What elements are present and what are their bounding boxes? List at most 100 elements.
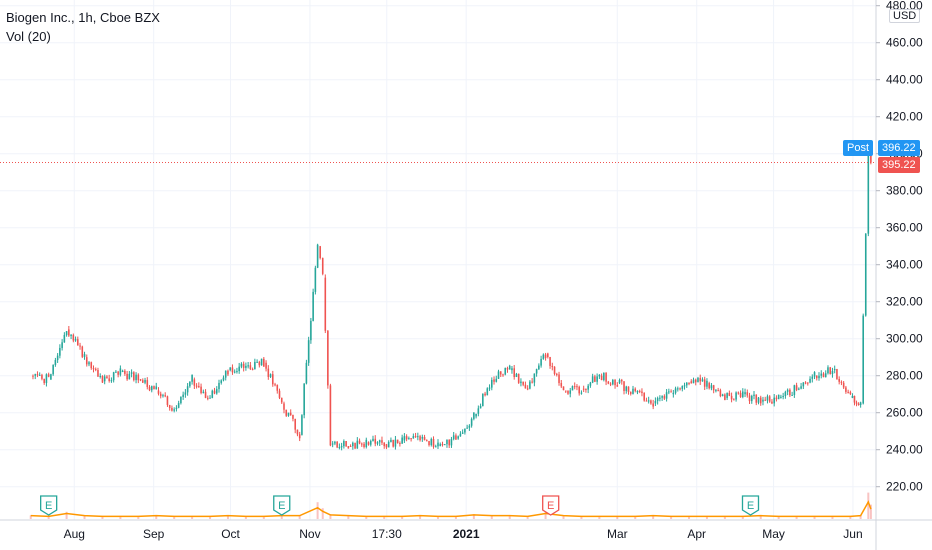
candle-body xyxy=(383,442,386,447)
candle-body xyxy=(784,391,787,397)
candle-body xyxy=(488,387,491,389)
candle-body xyxy=(755,394,758,403)
candle-body xyxy=(405,436,408,440)
candle-body xyxy=(849,392,852,394)
x-tick-label: 2021 xyxy=(453,527,480,541)
x-tick-label: Apr xyxy=(687,527,706,541)
candle-body xyxy=(260,358,263,366)
candle-body xyxy=(813,372,816,377)
candle-body xyxy=(475,413,477,417)
volume-bar xyxy=(226,515,229,519)
candle-body xyxy=(820,373,823,376)
candle-body xyxy=(685,382,688,386)
candle-body xyxy=(54,360,57,365)
candle-body xyxy=(414,436,417,438)
candle-body xyxy=(497,371,500,379)
earnings-marker[interactable]: E xyxy=(542,495,560,516)
volume-bar xyxy=(244,516,247,519)
candle-body xyxy=(367,442,370,445)
y-tick-label: 360.00 xyxy=(886,221,923,235)
candle-body xyxy=(63,334,66,343)
candle-body xyxy=(240,363,243,367)
volume-indicator-label[interactable]: Vol (20) xyxy=(6,29,51,44)
candle-body xyxy=(616,385,619,387)
candle-body xyxy=(153,386,155,390)
candle-body xyxy=(428,441,430,446)
candle-body xyxy=(110,380,113,382)
price-scale[interactable]: 220.00 240.00 260.00 280.00 300.00 320.00 340.… xyxy=(876,0,923,494)
candle-body xyxy=(827,367,829,374)
candle-body xyxy=(748,395,751,402)
candle-body xyxy=(319,246,321,259)
candle-body xyxy=(166,396,169,405)
candle-body xyxy=(289,412,292,415)
candle-body xyxy=(623,381,625,392)
candle-body xyxy=(278,390,281,398)
volume-bar xyxy=(634,516,637,519)
earnings-marker[interactable]: E xyxy=(40,495,58,516)
candle-body xyxy=(564,390,567,392)
candle-body xyxy=(558,374,560,384)
candle-body xyxy=(128,373,131,380)
candle-body xyxy=(180,396,182,404)
candle-body xyxy=(818,375,820,379)
candle-body xyxy=(177,403,180,408)
candle-body xyxy=(632,388,634,394)
time-scale[interactable]: Aug Sep Oct Nov 17:30 2021 Mar Apr May Jun xyxy=(64,527,863,541)
candle-body xyxy=(115,371,117,373)
candle-body xyxy=(829,367,832,375)
candle-body xyxy=(782,396,784,398)
volume-bar xyxy=(526,516,529,519)
candle-body xyxy=(578,386,580,394)
candle-body xyxy=(857,403,860,406)
candle-body xyxy=(789,389,791,396)
earnings-badge-shape xyxy=(40,495,58,516)
candle-body xyxy=(186,386,189,393)
candle-body xyxy=(403,436,406,441)
candle-body xyxy=(513,368,516,377)
candle-body xyxy=(515,373,518,377)
volume-bar xyxy=(29,515,32,519)
y-tick-label: 220.00 xyxy=(886,480,923,494)
candle-body xyxy=(327,330,329,386)
candle-body xyxy=(356,440,359,449)
candle-body xyxy=(112,372,115,381)
candle-body xyxy=(52,364,54,375)
candle-body xyxy=(486,388,489,396)
volume-bar xyxy=(383,516,386,519)
candle-body xyxy=(506,368,509,370)
symbol-title[interactable]: Biogen Inc., 1h, Cboe BZX xyxy=(6,10,160,25)
earnings-marker[interactable]: E xyxy=(273,495,291,516)
volume-bar xyxy=(859,515,862,519)
candle-body xyxy=(314,267,317,292)
candle-body xyxy=(224,370,227,378)
candle-body xyxy=(477,408,480,414)
candle-body xyxy=(607,381,610,384)
volume-bar xyxy=(191,516,194,519)
chart-legend: Biogen Inc., 1h, Cboe BZX Vol (20) xyxy=(6,8,160,46)
candle-body xyxy=(744,392,746,395)
candle-body xyxy=(430,438,433,446)
earnings-marker[interactable]: E xyxy=(741,495,760,516)
candle-body xyxy=(737,392,740,394)
candle-body xyxy=(724,394,726,401)
candle-body xyxy=(641,391,643,393)
candle-body xyxy=(256,361,258,363)
candle-body xyxy=(538,365,540,370)
candle-body xyxy=(321,258,324,274)
candle-body xyxy=(247,365,249,367)
candle-body xyxy=(661,396,663,398)
candle-body xyxy=(336,441,338,448)
candle-body xyxy=(757,397,760,403)
candle-body xyxy=(508,365,511,370)
candle-body xyxy=(694,379,697,383)
candle-body xyxy=(800,386,802,389)
y-tick-label: 240.00 xyxy=(886,443,923,457)
candle-body xyxy=(484,393,486,396)
candle-body xyxy=(862,315,864,404)
candle-body xyxy=(464,428,466,433)
candle-body xyxy=(452,435,455,440)
candle-body xyxy=(587,385,589,390)
earnings-badge-shape xyxy=(741,495,760,516)
